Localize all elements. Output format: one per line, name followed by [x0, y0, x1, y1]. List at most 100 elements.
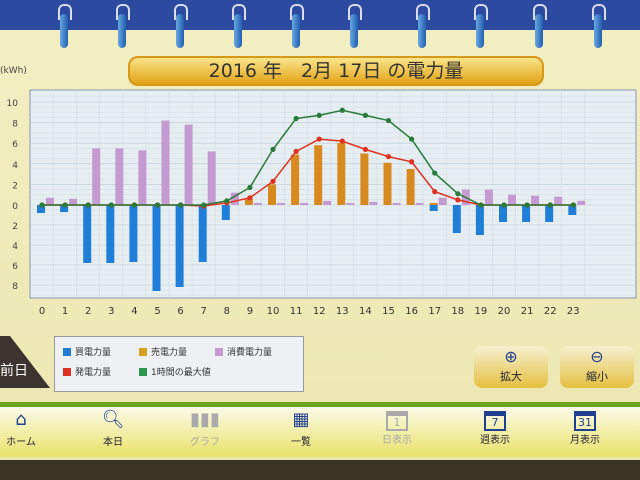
nav-grid[interactable]: ▦ 一覧 — [266, 407, 336, 448]
consumption-bar — [207, 151, 216, 205]
buy-bar — [152, 205, 161, 291]
generation-point — [247, 195, 253, 201]
sell-bar — [244, 198, 253, 205]
y-tick-label: 4 — [12, 161, 18, 171]
nav-search[interactable]: 🔍︎ 本日 — [78, 407, 148, 448]
y-tick-label: 6 — [12, 262, 18, 272]
buy-bar — [129, 205, 138, 262]
buy-bar — [499, 205, 507, 222]
nav-calendar-31[interactable]: 31 月表示 — [550, 407, 620, 446]
legend-swatch — [63, 347, 71, 356]
consumption-bar — [46, 197, 54, 205]
search-icon: 🔍︎ — [101, 409, 125, 430]
nav-home[interactable]: ⌂ ホーム — [0, 407, 56, 448]
consumption-bar — [230, 192, 239, 205]
consumption-bar — [115, 148, 124, 205]
x-tick-label: 6 — [177, 306, 183, 317]
legend-swatch — [63, 367, 71, 376]
hourly-max-point — [432, 170, 438, 176]
x-tick-label: 20 — [498, 306, 511, 317]
sell-bar — [291, 154, 300, 205]
consumption-bar — [138, 150, 147, 205]
buy-bar — [83, 205, 92, 263]
buy-bar — [60, 205, 69, 212]
generation-point — [455, 197, 461, 203]
calendar-1-icon: 1 — [386, 411, 408, 431]
legend-label: 1時間の最大値 — [151, 368, 211, 378]
consumption-bar — [300, 202, 309, 205]
sell-bar — [360, 153, 369, 205]
nav-calendar-7[interactable]: 7 週表示 — [460, 407, 530, 446]
consumption-bar — [69, 198, 78, 205]
sell-bar — [314, 145, 323, 205]
hourly-max-point — [547, 202, 553, 208]
generation-point — [385, 153, 392, 160]
hourly-max-point — [270, 146, 276, 152]
hourly-max-point — [409, 136, 415, 142]
buy-bar — [545, 205, 554, 222]
consumption-bar — [346, 202, 355, 205]
sell-bar — [337, 143, 346, 205]
hourly-max-point — [455, 191, 461, 197]
zoom-out-label: 縮小 — [586, 370, 608, 383]
x-tick-label: 23 — [567, 306, 580, 317]
hourly-max-point — [131, 202, 137, 208]
generation-point — [316, 136, 322, 142]
nav-label: ホーム — [6, 437, 36, 448]
sell-bar — [268, 184, 276, 205]
ring-icon — [174, 4, 188, 48]
plot-area — [29, 89, 637, 299]
legend-swatch — [215, 347, 223, 356]
previous-day-button[interactable]: 前日 — [0, 336, 50, 388]
consumption-bar — [415, 202, 424, 205]
generation-point — [339, 138, 345, 144]
sell-bar — [406, 168, 415, 205]
legend-label: 消費電力量 — [227, 348, 273, 358]
hourly-max-point — [385, 117, 392, 124]
x-tick-label: 10 — [267, 306, 280, 317]
consumption-bar — [392, 202, 401, 205]
ring-icon — [592, 4, 606, 48]
nav-bar-chart[interactable]: ▮▮▮ グラフ — [170, 407, 240, 448]
x-tick-label: 11 — [290, 306, 303, 317]
hourly-max-point — [178, 202, 184, 208]
x-tick-label: 15 — [382, 306, 395, 317]
legend-swatch — [139, 347, 147, 356]
legend-swatch — [139, 367, 147, 376]
nav-label: 本日 — [103, 437, 123, 448]
hourly-max-point — [247, 184, 253, 191]
y-tick-label: 2 — [12, 222, 18, 232]
consumption-bar — [484, 189, 493, 205]
generation-point — [293, 148, 299, 155]
hourly-max-point — [478, 202, 484, 208]
ring-icon — [348, 4, 362, 48]
calendar-7-icon: 7 — [484, 411, 506, 431]
hourly-max-point — [570, 202, 576, 208]
grid-icon: ▦ — [292, 409, 310, 430]
x-tick-label: 8 — [224, 306, 230, 317]
hourly-max-point — [85, 202, 91, 208]
buy-bar — [522, 205, 531, 222]
bar-chart-icon: ▮▮▮ — [190, 409, 220, 430]
x-tick-label: 9 — [247, 306, 253, 317]
buy-bar — [568, 205, 577, 215]
consumption-bar — [369, 201, 378, 205]
consumption-bar — [253, 202, 262, 205]
nav-calendar-1[interactable]: 1 日表示 — [362, 407, 432, 446]
hourly-max-point — [339, 107, 345, 113]
x-tick-label: 4 — [131, 306, 137, 317]
x-tick-label: 2 — [85, 306, 91, 317]
hourly-max-point — [362, 112, 368, 118]
generation-point — [432, 189, 438, 195]
x-tick-label: 16 — [405, 306, 418, 317]
zoom-in-button[interactable]: ⊕ 拡大 — [474, 346, 548, 388]
consumption-bar — [508, 194, 516, 205]
ring-icon — [290, 4, 304, 48]
divider — [0, 402, 640, 407]
legend-item-generation: 発電力量 — [63, 365, 111, 378]
zoom-out-button[interactable]: ⊖ 縮小 — [560, 346, 634, 388]
hourly-max-line — [42, 109, 574, 206]
generation-point — [409, 159, 415, 165]
y-tick-label: 10 — [7, 99, 19, 109]
